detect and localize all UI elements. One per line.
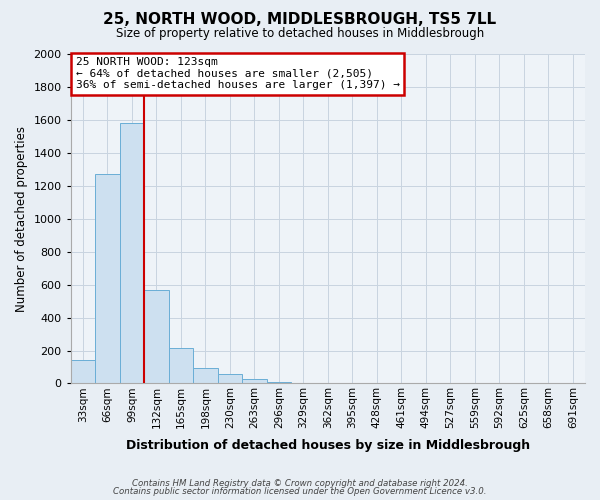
X-axis label: Distribution of detached houses by size in Middlesbrough: Distribution of detached houses by size … [126, 440, 530, 452]
Bar [193, 368, 218, 384]
Bar [242, 378, 266, 384]
Text: 25 NORTH WOOD: 123sqm
← 64% of detached houses are smaller (2,505)
36% of semi-d: 25 NORTH WOOD: 123sqm ← 64% of detached … [76, 58, 400, 90]
Bar [266, 382, 291, 384]
Bar [119, 123, 144, 384]
Y-axis label: Number of detached properties: Number of detached properties [15, 126, 28, 312]
Bar [95, 174, 119, 384]
Bar [144, 290, 169, 384]
Text: Contains public sector information licensed under the Open Government Licence v3: Contains public sector information licen… [113, 487, 487, 496]
Text: 25, NORTH WOOD, MIDDLESBROUGH, TS5 7LL: 25, NORTH WOOD, MIDDLESBROUGH, TS5 7LL [103, 12, 497, 28]
Text: Size of property relative to detached houses in Middlesbrough: Size of property relative to detached ho… [116, 28, 484, 40]
Bar [291, 382, 316, 384]
Text: Contains HM Land Registry data © Crown copyright and database right 2024.: Contains HM Land Registry data © Crown c… [132, 478, 468, 488]
Bar [169, 348, 193, 384]
Bar [71, 360, 95, 384]
Bar [218, 374, 242, 384]
